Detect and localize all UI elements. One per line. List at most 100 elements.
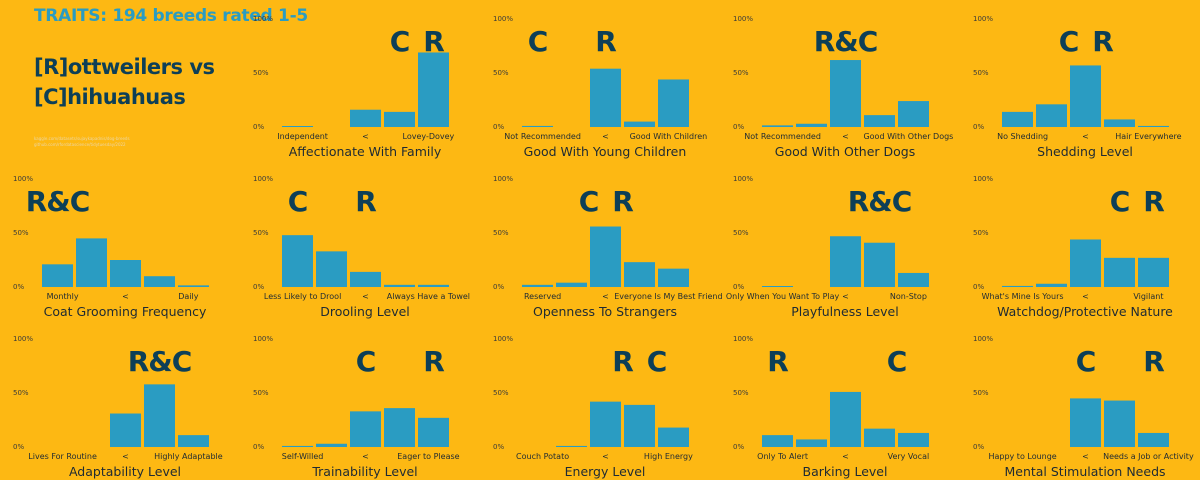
x-label-left: Less Likely to Drool <box>264 292 341 301</box>
breed-marker: R <box>1143 185 1164 218</box>
x-label-mid: < <box>602 132 609 141</box>
y-tick-label: 100% <box>973 335 993 343</box>
bar <box>898 432 929 447</box>
bar <box>762 435 793 447</box>
y-tick-label: 100% <box>493 15 513 23</box>
breed-marker: C <box>390 25 410 58</box>
y-tick-label: 0% <box>973 123 984 131</box>
breed-marker: R&C <box>848 185 912 218</box>
x-label-mid: < <box>1082 452 1089 461</box>
bar <box>864 428 895 447</box>
breed-marker: R <box>612 345 633 378</box>
bar <box>624 121 655 127</box>
chart-title: Barking Level <box>803 464 888 479</box>
x-label-left: Independent <box>277 132 328 141</box>
breed-marker: R&C <box>128 345 192 378</box>
breed-marker: C <box>1110 185 1130 218</box>
breed-marker: R <box>1143 345 1164 378</box>
chart-svg: 100% 50% 0% Only To Alert < Very VocalBarking… <box>733 335 929 479</box>
x-label-left: Only To Alert <box>757 452 808 461</box>
y-tick-label: 50% <box>253 389 269 397</box>
intro-title: TRAITS: 194 breeds rated 1-5 <box>34 6 308 26</box>
chart-svg: 100% 50% 0%Not Recommended < Good With Child… <box>493 15 707 159</box>
breed-marker: R <box>423 25 444 58</box>
chart-title: Watchdog/Protective Nature <box>997 304 1173 319</box>
breed-marker: R <box>423 345 444 378</box>
bar <box>796 123 827 127</box>
breed-marker: R&C <box>814 25 878 58</box>
y-tick-label: 0% <box>253 443 264 451</box>
bar <box>178 435 209 447</box>
x-label-right: Daily <box>178 292 199 301</box>
y-tick-label: 50% <box>973 229 989 237</box>
y-tick-label: 0% <box>733 443 744 451</box>
bar <box>1104 400 1135 447</box>
y-tick-label: 50% <box>973 389 989 397</box>
bar <box>796 439 827 447</box>
x-label-left: Not Recommended <box>504 132 581 141</box>
y-tick-label: 50% <box>733 389 749 397</box>
bar <box>830 391 861 447</box>
chart-svg: 100% 50% 0% Couch Potato < High Energy Energy … <box>493 335 693 479</box>
bar <box>590 68 621 127</box>
bar <box>316 251 347 287</box>
breed-marker: R <box>612 185 633 218</box>
bar <box>522 284 553 287</box>
bar <box>590 401 621 447</box>
bar <box>1002 111 1033 127</box>
breed-marker: C <box>1076 345 1096 378</box>
y-tick-label: 0% <box>733 123 744 131</box>
y-tick-label: 0% <box>13 283 24 291</box>
chart-svg: 100% 50% 0% Independent < Lovey-Dovey Affectio… <box>253 15 455 159</box>
y-tick-label: 0% <box>253 283 264 291</box>
x-label-right: High Energy <box>644 452 693 461</box>
y-tick-label: 50% <box>253 229 269 237</box>
bar <box>830 60 861 127</box>
y-tick-label: 100% <box>253 335 273 343</box>
x-label-mid: < <box>362 132 369 141</box>
bar <box>864 242 895 287</box>
bar <box>624 262 655 287</box>
chart-panel: 100% 50% 0% Monthly < Daily Coat Grooming Freq… <box>0 160 240 320</box>
y-tick-label: 50% <box>493 389 509 397</box>
bar <box>1036 283 1067 287</box>
bar <box>110 413 141 447</box>
chart-svg: 100% 50% 0%What's Mine Is Yours < Vigilant Wa… <box>973 175 1173 319</box>
chart-svg: 100% 50% 0%Only When You Want To Play < Non-… <box>726 175 929 319</box>
x-label-mid: < <box>122 452 129 461</box>
bar <box>282 235 313 287</box>
breed-marker: R <box>595 25 616 58</box>
y-tick-label: 100% <box>253 15 273 23</box>
y-tick-label: 50% <box>493 229 509 237</box>
breed-marker: C <box>528 25 548 58</box>
y-tick-label: 0% <box>973 443 984 451</box>
y-tick-label: 50% <box>493 69 509 77</box>
bar <box>1104 119 1135 127</box>
intro-heading-line2: [C]hihuahuas <box>34 85 186 109</box>
breed-marker: C <box>288 185 308 218</box>
bar <box>556 282 587 287</box>
y-tick-label: 100% <box>733 15 753 23</box>
chart-svg: 100% 50% 0% Reserved < Everyone Is My Best Fr… <box>493 175 723 319</box>
y-tick-label: 0% <box>493 443 504 451</box>
chart-title: Good With Other Dogs <box>775 144 915 159</box>
x-label-mid: < <box>842 292 849 301</box>
chart-panel: 100% 50% 0% Reserved < Everyone Is My Best Fr… <box>480 160 723 320</box>
intro-heading: [R]ottweilers vs [C]hihuahuas <box>34 52 215 112</box>
x-label-right: Non-Stop <box>890 292 927 301</box>
chart-title: Coat Grooming Frequency <box>44 304 207 319</box>
y-tick-label: 50% <box>973 69 989 77</box>
chart-title: Good With Young Children <box>524 144 687 159</box>
bar <box>1104 257 1135 287</box>
y-tick-label: 50% <box>13 229 29 237</box>
y-tick-label: 0% <box>733 283 744 291</box>
bar <box>624 404 655 447</box>
chart-title: Playfulness Level <box>791 304 898 319</box>
chart-panel: 100% 50% 0% Lives For Routine < Highly Adapta… <box>0 320 240 480</box>
x-label-right: Needs a Job or Activity <box>1103 452 1194 461</box>
bar <box>898 101 929 127</box>
x-label-right: Vigilant <box>1133 292 1163 301</box>
y-tick-label: 0% <box>493 123 504 131</box>
bar <box>350 271 381 287</box>
y-tick-label: 100% <box>733 335 753 343</box>
